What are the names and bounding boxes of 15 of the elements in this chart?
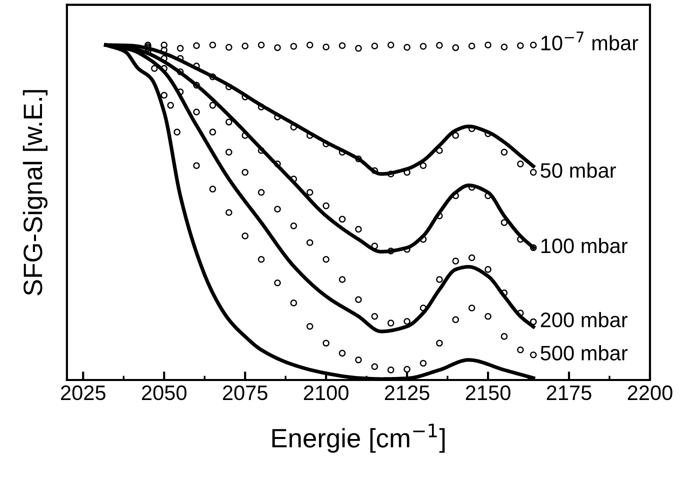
x-tick-label: 2200: [628, 385, 672, 400]
x-tick-label: 2150: [466, 385, 510, 400]
series-label: 100 mbar: [541, 238, 628, 254]
x-axis-title: Energie [cm$^{−1}$]: [272, 424, 445, 453]
x-tick-label: 2175: [546, 385, 592, 400]
series-label: 500 mbar: [540, 345, 628, 360]
series-label: 200 mbar: [540, 312, 628, 328]
series-label: 10$^{−7}$ mbar: [541, 32, 638, 50]
x-tick-label: 2050: [142, 385, 186, 400]
x-tick-label: 2125: [384, 385, 430, 400]
x-tick-label: 2075: [222, 385, 268, 400]
series-label: 50 mbar: [540, 162, 616, 178]
x-tick-label: 2100: [304, 385, 348, 400]
x-tick-label: 2025: [61, 385, 106, 400]
y-axis-title: SFG-Signal [w.E.]: [22, 90, 48, 296]
